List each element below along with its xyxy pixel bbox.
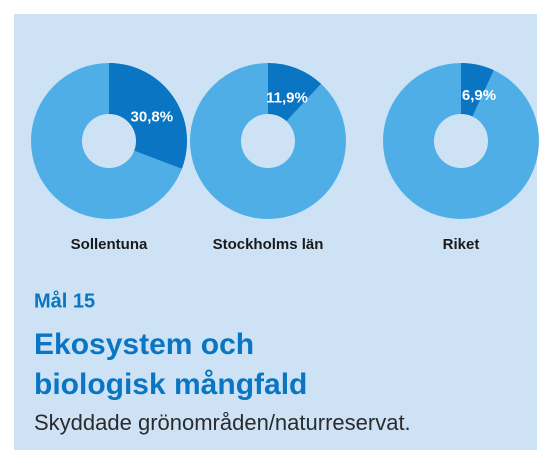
value-label: 11,9% <box>266 90 308 107</box>
value-label: 30,8% <box>131 108 174 125</box>
title-line: Ekosystem och <box>34 328 254 361</box>
donut-hole <box>82 114 136 168</box>
donut-hole <box>241 114 295 168</box>
chart-title: Stockholms län <box>213 236 324 253</box>
chart-title: Sollentuna <box>71 236 148 253</box>
title-line: biologisk mångfald <box>34 368 307 401</box>
donut-hole <box>434 114 488 168</box>
value-label: 6,9% <box>462 87 496 104</box>
subtitle: Skyddade grönområden/naturreservat. <box>34 410 411 435</box>
goal-label: Mål 15 <box>34 289 95 312</box>
chart-title: Riket <box>443 236 480 253</box>
